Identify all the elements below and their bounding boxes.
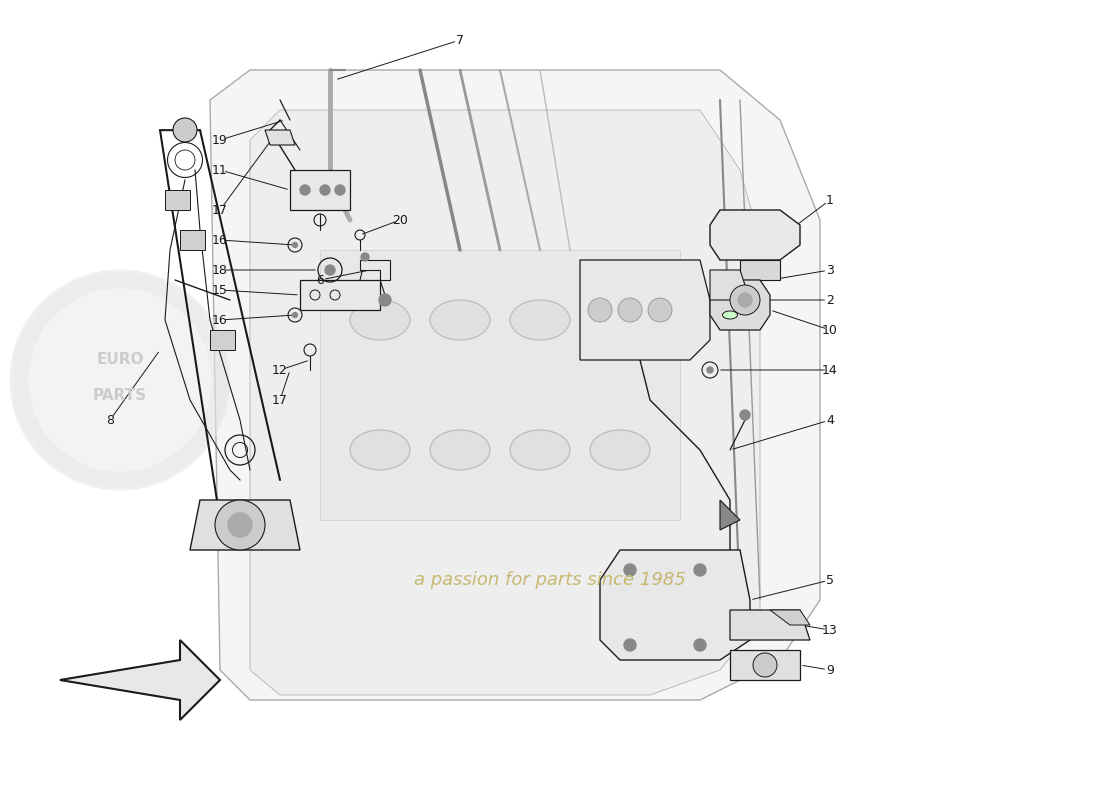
Circle shape: [173, 118, 197, 142]
Text: 11: 11: [212, 163, 228, 177]
Text: PARTS: PARTS: [92, 387, 147, 402]
Text: 3: 3: [826, 263, 834, 277]
Circle shape: [379, 294, 390, 306]
Polygon shape: [730, 610, 810, 640]
Text: 5: 5: [826, 574, 834, 586]
Text: 18: 18: [212, 263, 228, 277]
Polygon shape: [730, 650, 800, 680]
Circle shape: [293, 313, 297, 318]
Polygon shape: [770, 610, 810, 625]
Text: 20: 20: [392, 214, 408, 226]
Text: 14: 14: [822, 363, 838, 377]
Polygon shape: [600, 550, 750, 660]
Text: 1: 1: [826, 194, 834, 206]
Polygon shape: [740, 260, 780, 280]
Text: 9: 9: [826, 663, 834, 677]
Text: 17: 17: [212, 203, 228, 217]
Text: 4: 4: [826, 414, 834, 426]
Polygon shape: [710, 270, 745, 300]
Circle shape: [336, 185, 345, 195]
Text: 17: 17: [272, 394, 288, 406]
Ellipse shape: [510, 300, 570, 340]
Circle shape: [694, 564, 706, 576]
Text: EURO: EURO: [97, 353, 144, 367]
Text: 13: 13: [822, 623, 838, 637]
Circle shape: [648, 298, 672, 322]
Circle shape: [324, 265, 336, 275]
Circle shape: [10, 270, 230, 490]
Circle shape: [738, 293, 752, 307]
Polygon shape: [60, 640, 220, 720]
Circle shape: [588, 298, 612, 322]
Text: 16: 16: [212, 234, 228, 246]
Circle shape: [293, 242, 297, 247]
Circle shape: [754, 653, 777, 677]
Text: a passion for parts since 1985: a passion for parts since 1985: [414, 571, 686, 589]
Polygon shape: [710, 280, 770, 330]
Circle shape: [740, 410, 750, 420]
Polygon shape: [720, 500, 740, 530]
Polygon shape: [265, 130, 295, 145]
Ellipse shape: [430, 300, 490, 340]
Ellipse shape: [723, 311, 737, 319]
Polygon shape: [290, 170, 350, 210]
Bar: [165, 190, 190, 210]
Circle shape: [320, 185, 330, 195]
Circle shape: [707, 367, 713, 373]
Circle shape: [300, 185, 310, 195]
Circle shape: [730, 285, 760, 315]
Text: 2: 2: [826, 294, 834, 306]
Ellipse shape: [510, 430, 570, 470]
Text: 19: 19: [212, 134, 228, 146]
Bar: [180, 230, 205, 250]
Text: 16: 16: [212, 314, 228, 326]
Polygon shape: [190, 500, 300, 550]
Ellipse shape: [350, 300, 410, 340]
Text: 8: 8: [106, 414, 114, 426]
Text: 7: 7: [456, 34, 464, 46]
Polygon shape: [320, 250, 680, 520]
Circle shape: [361, 253, 368, 261]
Ellipse shape: [430, 430, 490, 470]
Text: 15: 15: [212, 283, 228, 297]
Text: 10: 10: [822, 323, 838, 337]
Polygon shape: [360, 260, 390, 280]
Polygon shape: [250, 110, 760, 695]
Circle shape: [624, 564, 636, 576]
Polygon shape: [210, 70, 820, 700]
Circle shape: [694, 639, 706, 651]
Text: 12: 12: [272, 363, 288, 377]
Polygon shape: [300, 280, 379, 310]
Circle shape: [624, 639, 636, 651]
Ellipse shape: [590, 430, 650, 470]
Text: 6: 6: [316, 274, 323, 286]
Circle shape: [214, 500, 265, 550]
Bar: [210, 330, 235, 350]
Circle shape: [618, 298, 642, 322]
Polygon shape: [580, 260, 710, 360]
Polygon shape: [710, 210, 800, 260]
Ellipse shape: [590, 300, 650, 340]
Circle shape: [228, 513, 252, 537]
Ellipse shape: [350, 430, 410, 470]
